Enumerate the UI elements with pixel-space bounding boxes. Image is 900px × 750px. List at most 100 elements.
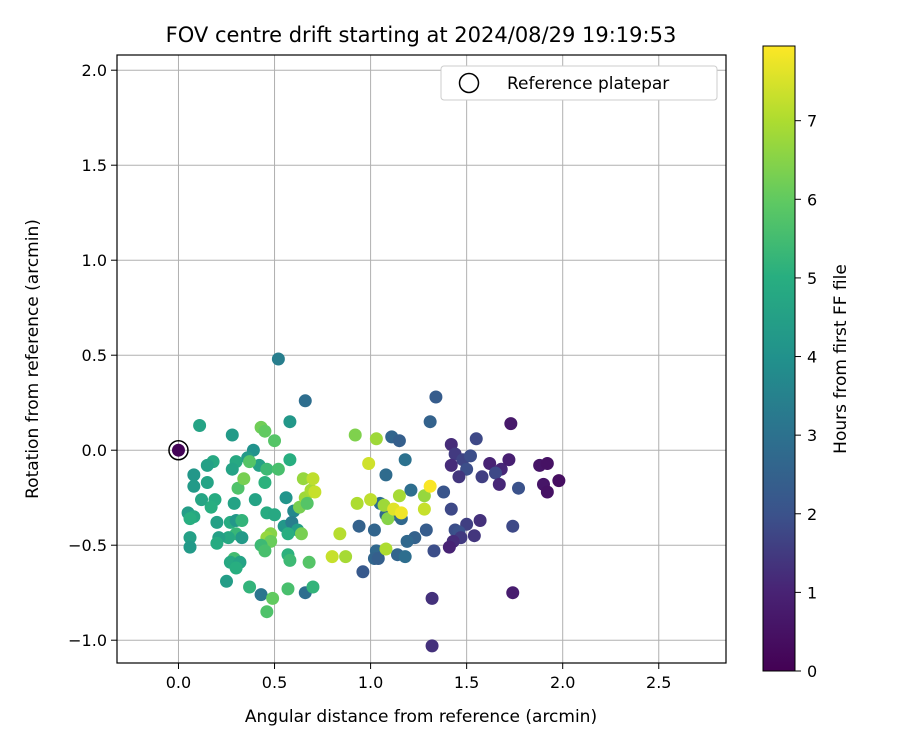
data-point [248, 493, 262, 507]
data-point [427, 544, 441, 558]
data-point [200, 476, 214, 489]
colorbar-tick-label: 4 [807, 348, 817, 367]
data-point [283, 553, 297, 567]
data-point [171, 443, 185, 457]
data-points [171, 352, 566, 653]
data-point [193, 419, 207, 432]
data-point [220, 574, 234, 588]
data-point [369, 432, 383, 446]
data-point [371, 552, 385, 565]
data-point [268, 508, 282, 522]
y-tick-label: 2.0 [82, 61, 107, 80]
data-point [339, 550, 353, 564]
data-point [488, 466, 502, 480]
data-point [379, 542, 393, 556]
data-point [225, 462, 239, 476]
data-point [308, 485, 322, 499]
data-point [227, 496, 241, 510]
x-axis-label: Angular distance from reference (arcmin) [245, 707, 597, 727]
data-point [231, 481, 245, 495]
data-point [444, 458, 458, 472]
data-point [404, 483, 418, 497]
colorbar-tick-label: 0 [807, 662, 817, 681]
data-point [469, 432, 483, 446]
data-point [352, 519, 366, 533]
data-point [258, 544, 272, 558]
data-point [506, 519, 520, 533]
data-point [183, 531, 197, 545]
x-tick-label: 2.0 [550, 673, 575, 692]
x-tick-label: 0.0 [166, 673, 191, 692]
data-point [325, 550, 339, 564]
data-point [333, 527, 347, 541]
data-point [302, 555, 316, 569]
data-point [258, 476, 272, 489]
data-point [235, 531, 249, 545]
data-point [243, 580, 257, 594]
data-point [271, 462, 285, 476]
data-point [187, 479, 201, 493]
data-point [429, 390, 443, 404]
colorbar-tick-label: 3 [807, 426, 817, 445]
data-point [506, 586, 520, 600]
data-point [306, 472, 320, 486]
chart-title: FOV centre drift starting at 2024/08/29 … [166, 23, 677, 47]
data-point [271, 352, 285, 366]
data-point [254, 588, 268, 602]
data-point [237, 472, 251, 486]
colorbar-ticks: 0 1 2 3 4 5 6 7 [795, 112, 817, 681]
data-point [425, 591, 439, 605]
data-point [258, 424, 272, 438]
data-point [504, 417, 518, 431]
y-tick-label: 0.0 [82, 441, 107, 460]
data-point [183, 540, 197, 554]
data-point [394, 506, 408, 520]
x-tick-label: 1.5 [454, 673, 479, 692]
data-point [356, 565, 370, 579]
x-tick-label: 2.5 [646, 673, 671, 692]
data-point [540, 457, 554, 470]
legend-box [440, 65, 718, 101]
data-point [279, 491, 293, 505]
data-point [398, 550, 412, 564]
data-point [260, 605, 274, 619]
colorbar-gradient [762, 45, 796, 672]
data-point [281, 582, 295, 596]
y-axis-ticks: −1.0 −0.5 0.0 0.5 1.0 1.5 2.0 [68, 61, 117, 650]
colorbar-tick-label: 6 [807, 190, 817, 209]
colorbar: 0 1 2 3 4 5 6 7 Hours from first FF file [762, 45, 851, 681]
colorbar-tick-label: 2 [807, 505, 817, 524]
data-point [296, 472, 310, 486]
data-point [417, 489, 431, 503]
data-point [210, 515, 224, 529]
data-point [306, 580, 320, 594]
reference-marker [168, 439, 189, 461]
data-point [483, 457, 497, 470]
data-point [229, 561, 243, 575]
data-point [540, 485, 554, 499]
data-point [398, 453, 412, 467]
data-point [467, 529, 481, 543]
data-point [283, 415, 297, 429]
data-point [221, 531, 235, 545]
reference-platepar-marker [168, 439, 189, 461]
data-point [419, 523, 433, 537]
data-point [364, 493, 378, 507]
y-axis-label: Rotation from reference (arcmin) [23, 219, 43, 499]
data-point [379, 468, 393, 482]
legend: Reference platepar [440, 65, 718, 101]
x-tick-label: 1.0 [358, 673, 383, 692]
data-point [552, 474, 566, 488]
data-point [243, 455, 257, 469]
data-point [437, 485, 451, 499]
y-tick-label: −1.0 [68, 631, 107, 650]
legend-label: Reference platepar [507, 74, 669, 94]
data-point [444, 502, 458, 516]
data-point [195, 493, 209, 507]
data-point [452, 470, 466, 484]
x-axis-ticks: 0.0 0.5 1.0 1.5 2.0 2.5 [166, 663, 671, 692]
colorbar-tick-label: 1 [807, 583, 817, 602]
data-point [362, 457, 376, 470]
data-point [225, 428, 239, 442]
